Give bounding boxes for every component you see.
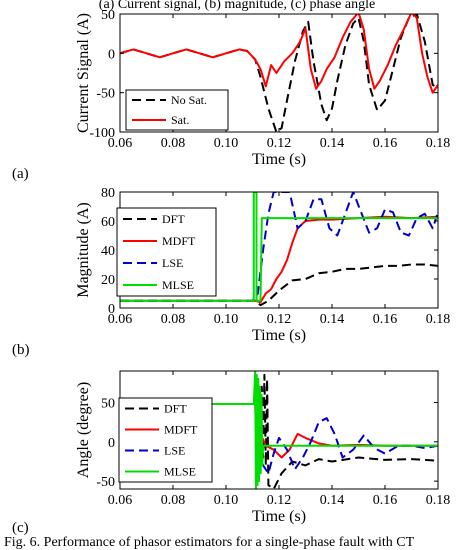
legend-label: MLSE bbox=[162, 278, 194, 292]
x-tick-label: 0.12 bbox=[267, 136, 292, 151]
legend-label: No Sat. bbox=[171, 93, 207, 107]
y-tick-label: 20 bbox=[101, 273, 115, 288]
x-axis-label: Time (s) bbox=[252, 327, 306, 344]
panel-label: (a) bbox=[12, 166, 29, 182]
y-axis-label: Angle (degree) bbox=[75, 382, 92, 478]
x-tick-label: 0.18 bbox=[426, 493, 451, 508]
x-tick-label: 0.12 bbox=[267, 312, 292, 327]
panel-label: (c) bbox=[12, 520, 29, 536]
legend: No Sat. Sat. bbox=[125, 89, 229, 131]
y-tick-label: 60 bbox=[101, 215, 115, 230]
legend-label: Sat. bbox=[171, 113, 189, 127]
x-tick-label: 0.08 bbox=[161, 312, 186, 327]
legend-label: MDFT bbox=[164, 423, 198, 437]
y-tick-label: 0 bbox=[108, 302, 115, 317]
legend-label: MDFT bbox=[162, 234, 196, 248]
x-tick-label: 0.16 bbox=[373, 136, 398, 151]
x-tick-label: 0.14 bbox=[320, 312, 345, 327]
x-axis-label: Time (s) bbox=[252, 508, 306, 525]
y-tick-label: 80 bbox=[101, 186, 115, 201]
x-tick-label: 0.10 bbox=[214, 493, 239, 508]
chart-panel-3: 0.06 0.08 0.10 0.12 0.14 0.16 0.18 -50 0 50 Time (… bbox=[12, 370, 451, 536]
y-axis-label: Current Signal (A) bbox=[75, 13, 92, 133]
y-tick-label: 0 bbox=[108, 436, 115, 451]
figure-caption: Fig. 6. Performance of phasor estimators… bbox=[4, 535, 415, 550]
x-tick-label: 0.06 bbox=[108, 312, 133, 327]
y-axis-label: Magnitude (A) bbox=[75, 202, 92, 298]
legend-label: LSE bbox=[162, 256, 183, 270]
legend-box bbox=[125, 89, 229, 131]
x-tick-label: 0.16 bbox=[373, 493, 398, 508]
y-tick-label: 0 bbox=[108, 47, 115, 62]
legend-box bbox=[118, 397, 213, 483]
series-line-mlse bbox=[120, 192, 438, 302]
legend: DFT MDFT LSE MLSE bbox=[118, 397, 213, 483]
y-tick-label: 50 bbox=[101, 8, 115, 23]
series-line-lse bbox=[120, 403, 438, 475]
x-tick-label: 0.18 bbox=[426, 136, 451, 151]
x-tick-label: 0.16 bbox=[373, 312, 398, 327]
series-line-dft bbox=[120, 263, 438, 307]
legend-label: DFT bbox=[162, 212, 185, 226]
x-tick-label: 0.12 bbox=[267, 493, 292, 508]
y-tick-label: -100 bbox=[89, 126, 115, 141]
x-tick-label: 0.06 bbox=[108, 136, 133, 151]
series-line-lse bbox=[120, 192, 438, 302]
chart-panel-1: 0.06 0.08 0.10 0.12 0.14 0.16 0.18 -100 -50 0 50 Ti… bbox=[12, 8, 450, 182]
x-tick-label: 0.14 bbox=[320, 136, 345, 151]
x-axis-label: Time (s) bbox=[252, 151, 306, 168]
y-tick-label: 40 bbox=[101, 244, 115, 259]
x-tick-label: 0.06 bbox=[108, 493, 133, 508]
x-tick-label: 0.08 bbox=[161, 493, 186, 508]
series-line-sat bbox=[120, 14, 438, 94]
y-tick-label: -50 bbox=[96, 475, 115, 490]
charts-layer: 0.06 0.08 0.10 0.12 0.14 0.16 0.18 -100 -50 0 50 Ti… bbox=[12, 8, 450, 536]
legend: DFT MDFT LSE MLSE bbox=[116, 207, 217, 297]
x-tick-label: 0.10 bbox=[214, 136, 239, 151]
panel-label: (b) bbox=[12, 342, 30, 358]
x-tick-label: 0.18 bbox=[426, 312, 451, 327]
y-tick-label: 50 bbox=[101, 396, 115, 411]
legend-label: MLSE bbox=[164, 465, 196, 479]
x-tick-label: 0.10 bbox=[214, 312, 239, 327]
x-tick-label: 0.08 bbox=[161, 136, 186, 151]
chart-panel-2: 0.06 0.08 0.10 0.12 0.14 0.16 0.18 0 20 40 60 80 Tim… bbox=[12, 186, 450, 358]
y-tick-label: -50 bbox=[96, 87, 115, 102]
series-line-mlse bbox=[120, 371, 438, 489]
legend-label: DFT bbox=[164, 402, 187, 416]
legend-box bbox=[116, 207, 217, 297]
legend-label: LSE bbox=[164, 444, 185, 458]
header-fragment: (a) Current signal, (b) magnitude, (c) p… bbox=[99, 0, 375, 12]
x-tick-label: 0.14 bbox=[320, 493, 345, 508]
